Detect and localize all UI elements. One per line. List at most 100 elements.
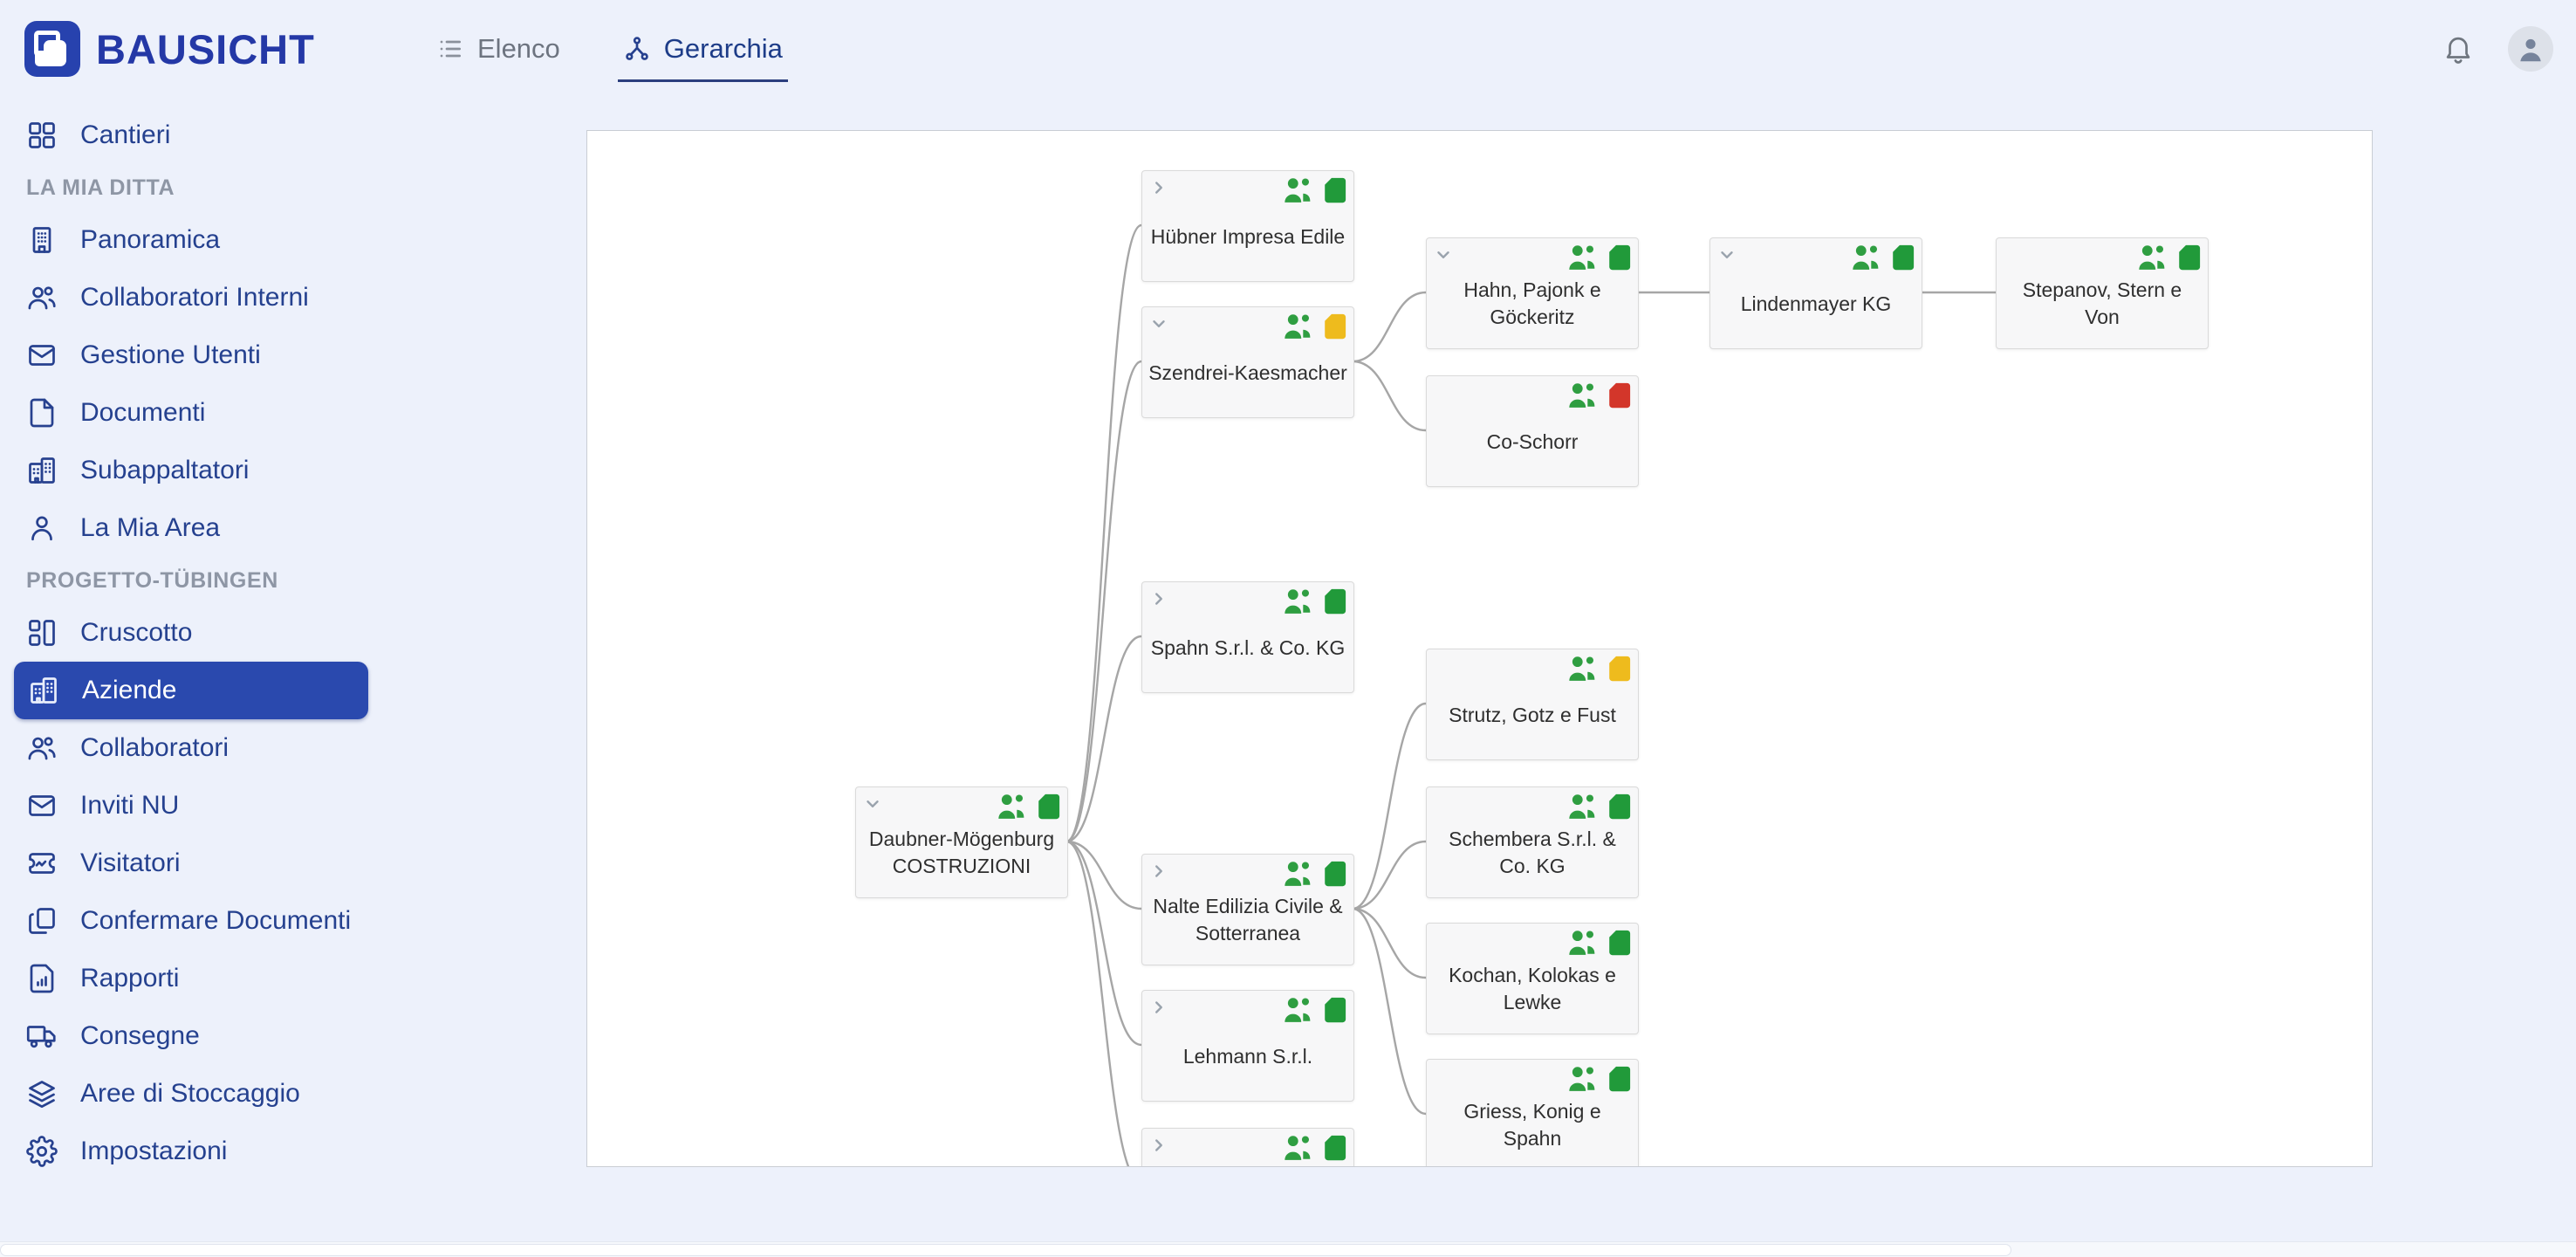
- node-status-badges: [1567, 930, 1631, 956]
- company-name: Hübner Impresa Edile: [1150, 224, 1346, 248]
- sidebar-item-label: Cantieri: [80, 120, 171, 149]
- gear-icon: [26, 1136, 58, 1167]
- tab-elenco[interactable]: Elenco: [436, 0, 560, 98]
- company-node-lehmann[interactable]: Lehmann S.r.l.: [1141, 990, 1354, 1102]
- sidebar-item-panoramica[interactable]: Panoramica: [0, 211, 368, 269]
- documents-status-icon: [1324, 177, 1346, 203]
- documents-status-icon: [1608, 793, 1631, 820]
- sidebar-item-impostazioni[interactable]: Impostazioni: [0, 1123, 368, 1180]
- company-node-nalte[interactable]: Nalte Edilizia Civile & Sotterranea: [1141, 854, 1354, 965]
- horizontal-scrollbar[interactable]: [0, 1241, 2576, 1257]
- sidebar-item-label: Panoramica: [80, 225, 221, 254]
- buildings-icon: [28, 675, 59, 706]
- company-node-strutz[interactable]: Strutz, Gotz e Fust: [1426, 649, 1639, 760]
- person-icon: [26, 512, 58, 544]
- company-name: Nalte Edilizia Civile & Sotterranea: [1153, 895, 1343, 944]
- sidebar-item-inviti-nu[interactable]: Inviti NU: [0, 777, 368, 835]
- node-status-badges: [2137, 244, 2201, 271]
- tab-gerarchia-label: Gerarchia: [663, 33, 783, 64]
- user-avatar[interactable]: [2508, 26, 2553, 72]
- sidebar-item-documenti[interactable]: Documenti: [0, 384, 368, 442]
- company-name: Spahn S.r.l. & Co. KG: [1150, 635, 1346, 659]
- truck-icon: [26, 1020, 58, 1052]
- workers-status-icon: [1283, 861, 1319, 887]
- company-node-szendrei[interactable]: Szendrei-Kaesmacher: [1141, 306, 1354, 418]
- sidebar-item-label: Collaboratori Interni: [80, 283, 309, 312]
- app-logo[interactable]: BAUSICHT: [24, 21, 315, 77]
- header-actions: [2442, 0, 2553, 98]
- company-name: Stepanov, Stern e Von: [2022, 278, 2182, 328]
- company-node-lindenmayer[interactable]: Lindenmayer KG: [1709, 237, 1922, 349]
- edge-root-huebner: [1065, 223, 1142, 843]
- documents-status-icon: [1608, 656, 1631, 682]
- sidebar-item-la-mia-area[interactable]: La Mia Area: [0, 499, 368, 557]
- chevron-right-icon[interactable]: [1149, 998, 1168, 1017]
- company-node-hahn[interactable]: Hahn, Pajonk e Göckeritz: [1426, 237, 1639, 349]
- chevron-down-icon[interactable]: [863, 794, 882, 814]
- company-node-schembera[interactable]: Schembera S.r.l. & Co. KG: [1426, 786, 1639, 898]
- workers-status-icon: [1567, 382, 1604, 409]
- documents-status-icon: [1324, 997, 1346, 1023]
- edge-nalte-griess: [1352, 907, 1427, 1116]
- company-node-root[interactable]: Daubner-Mögenburg COSTRUZIONI: [855, 786, 1068, 898]
- workers-status-icon: [1567, 793, 1604, 820]
- sidebar-item-collaboratori-interni[interactable]: Collaboratori Interni: [0, 269, 368, 326]
- documents-status-icon: [1324, 1135, 1346, 1161]
- sidebar-item-gestione-utenti[interactable]: Gestione Utenti: [0, 326, 368, 384]
- sidebar-section-title: PROGETTO-TÜBINGEN: [26, 567, 278, 593]
- sidebar-item-aree-di-stoccaggio[interactable]: Aree di Stoccaggio: [0, 1065, 368, 1123]
- chevron-right-icon[interactable]: [1149, 1136, 1168, 1155]
- node-status-badges: [1283, 588, 1346, 615]
- company-name: Strutz, Gotz e Fust: [1449, 703, 1616, 726]
- chevron-right-icon[interactable]: [1149, 589, 1168, 608]
- chevron-down-icon[interactable]: [1149, 314, 1168, 333]
- sidebar-item-label: Documenti: [80, 398, 206, 427]
- company-node-coschorr[interactable]: Co-Schorr: [1426, 375, 1639, 487]
- notifications-bell-icon[interactable]: [2442, 32, 2475, 65]
- company-name: [1148, 1160, 1347, 1166]
- workers-status-icon: [1283, 1135, 1319, 1161]
- workers-status-icon: [1567, 656, 1604, 682]
- hierarchy-canvas: Daubner-Mögenburg COSTRUZIONI Hübner Impr…: [586, 130, 2373, 1167]
- sidebar-item-confermare-documenti[interactable]: Confermare Documenti: [0, 892, 368, 950]
- company-node-huebner[interactable]: Hübner Impresa Edile: [1141, 170, 1354, 282]
- company-name: Szendrei-Kaesmacher: [1148, 361, 1347, 384]
- mail-icon: [26, 790, 58, 821]
- tab-gerarchia[interactable]: Gerarchia: [617, 0, 789, 98]
- node-status-badges: [1567, 382, 1631, 409]
- sidebar-item-cantieri[interactable]: Cantieri: [0, 106, 368, 164]
- company-node-clipped[interactable]: [1141, 1128, 1354, 1166]
- node-status-badges: [1283, 997, 1346, 1023]
- sidebar-item-label: Aree di Stoccaggio: [80, 1079, 300, 1108]
- workers-status-icon: [1567, 930, 1604, 956]
- chevron-right-icon[interactable]: [1149, 178, 1168, 197]
- sidebar-item-aziende[interactable]: Aziende: [14, 662, 368, 719]
- edge-root-nalte: [1065, 840, 1142, 910]
- sidebar-item-label: Gestione Utenti: [80, 340, 261, 369]
- sidebar-item-visitatori[interactable]: Visitatori: [0, 835, 368, 892]
- company-node-stepanov[interactable]: Stepanov, Stern e Von: [1996, 237, 2209, 349]
- sidebar-item-label: Inviti NU: [80, 791, 180, 820]
- company-node-spahn[interactable]: Spahn S.r.l. & Co. KG: [1141, 581, 1354, 693]
- sidebar-item-consegne[interactable]: Consegne: [0, 1007, 368, 1065]
- chevron-right-icon[interactable]: [1149, 862, 1168, 881]
- sidebar-item-subappaltatori[interactable]: Subappaltatori: [0, 442, 368, 499]
- company-name: Co-Schorr: [1486, 429, 1579, 453]
- workers-status-icon: [1283, 588, 1319, 615]
- company-name: Hahn, Pajonk e Göckeritz: [1463, 278, 1601, 328]
- sidebar-item-rapporti[interactable]: Rapporti: [0, 950, 368, 1007]
- chevron-down-icon[interactable]: [1434, 245, 1453, 264]
- sidebar-item-collaboratori[interactable]: Collaboratori: [0, 719, 368, 777]
- edge-nalte-kochan: [1352, 907, 1427, 979]
- node-status-badges: [997, 793, 1060, 820]
- node-status-badges: [1567, 244, 1631, 271]
- sidebar-item-cruscotto[interactable]: Cruscotto: [0, 604, 368, 662]
- sidebar-section-title: LA MIA DITTA: [26, 175, 175, 200]
- sidebar-item-label: Visitatori: [80, 848, 181, 877]
- chevron-down-icon[interactable]: [1717, 245, 1737, 264]
- company-name: Kochan, Kolokas e Lewke: [1449, 964, 1616, 1013]
- node-status-badges: [1567, 1066, 1631, 1092]
- company-node-kochan[interactable]: Kochan, Kolokas e Lewke: [1426, 923, 1639, 1034]
- company-node-griess[interactable]: Griess, Konig e Spahn: [1426, 1059, 1639, 1166]
- scrollbar-thumb[interactable]: [0, 1244, 2011, 1256]
